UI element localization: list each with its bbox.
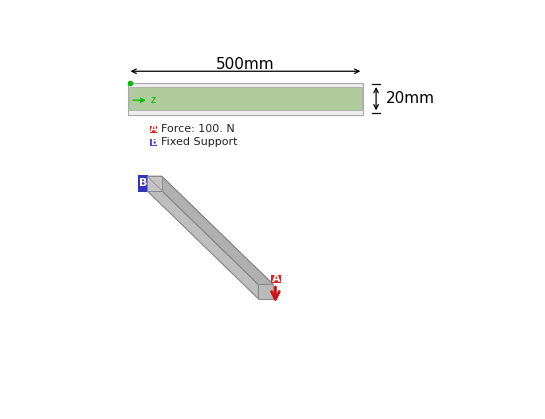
- Text: A: A: [150, 124, 158, 134]
- Polygon shape: [147, 191, 273, 299]
- Polygon shape: [161, 176, 273, 299]
- Text: 500mm: 500mm: [216, 57, 275, 72]
- Bar: [138, 175, 148, 192]
- Bar: [129, 87, 362, 110]
- Text: Force: 100. N: Force: 100. N: [161, 124, 234, 134]
- Polygon shape: [147, 176, 273, 284]
- Polygon shape: [147, 176, 258, 299]
- Text: A: A: [272, 274, 280, 284]
- Text: B: B: [138, 178, 147, 189]
- Polygon shape: [258, 284, 273, 299]
- Text: 20mm: 20mm: [386, 91, 435, 106]
- Text: B: B: [150, 137, 158, 147]
- Text: z: z: [150, 95, 155, 105]
- Polygon shape: [147, 176, 161, 191]
- Bar: [128, 83, 363, 115]
- Bar: [150, 126, 158, 133]
- Text: Fixed Support: Fixed Support: [161, 137, 237, 147]
- Bar: [150, 139, 158, 146]
- Bar: [271, 274, 281, 282]
